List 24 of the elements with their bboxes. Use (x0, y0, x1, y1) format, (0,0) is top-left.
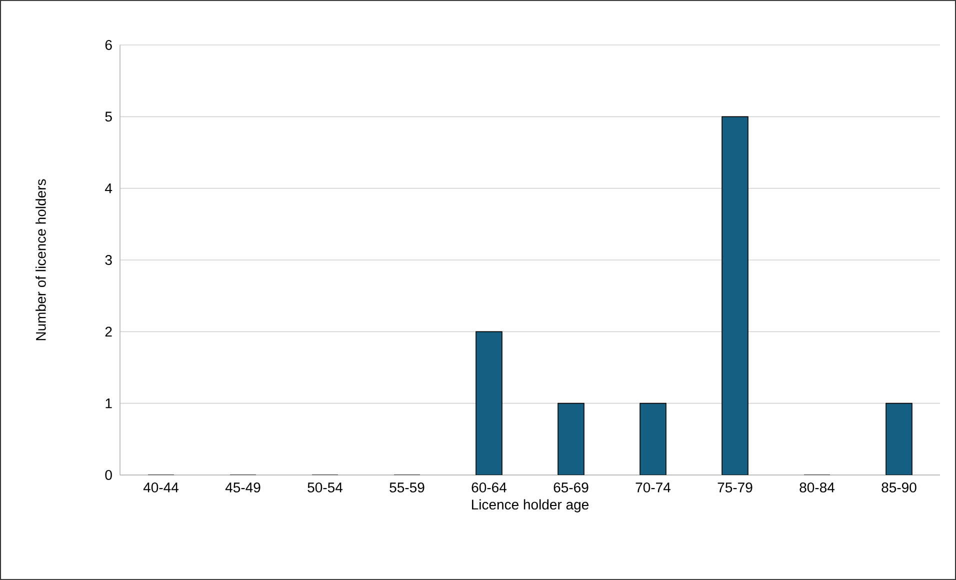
x-axis-title: Licence holder age (472, 499, 589, 512)
x-tick-label: 75-79 (718, 482, 752, 492)
x-tick-label: 55-59 (390, 482, 424, 492)
bar (476, 331, 502, 475)
y-tick-label: 3 (105, 255, 112, 265)
y-tick-label: 4 (105, 184, 112, 194)
bar (722, 116, 748, 475)
bar (558, 402, 584, 475)
x-tick-label: 65-69 (554, 482, 588, 492)
x-tick-label: 40-44 (143, 482, 178, 492)
x-tick-label: 60-64 (472, 482, 506, 492)
y-tick-label: 5 (105, 112, 112, 122)
x-tick-label: 45-49 (225, 482, 260, 492)
y-tick-label: 6 (105, 40, 112, 50)
x-tick-label: 85-90 (882, 482, 916, 492)
x-tick-label: 80-84 (800, 482, 834, 492)
bar (640, 402, 666, 475)
bar (886, 402, 912, 475)
y-axis-title: Number of licence holders (36, 179, 46, 340)
y-tick-label: 1 (106, 398, 112, 408)
x-tick-label: 70-74 (636, 482, 670, 492)
x-tick-label: 50-54 (308, 482, 342, 492)
y-tick-label: 0 (105, 470, 112, 480)
y-tick-label: 2 (105, 326, 112, 337)
